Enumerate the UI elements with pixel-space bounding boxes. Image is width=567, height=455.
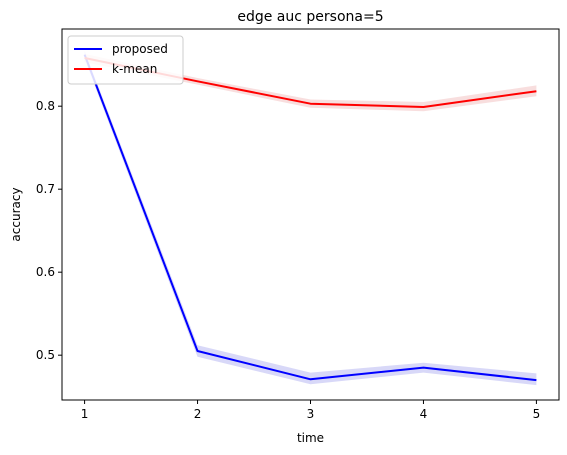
x-tick-label: 3	[307, 407, 315, 421]
legend-label-proposed: proposed	[112, 42, 168, 56]
x-axis-ticks: 1 2 3 4 5	[81, 400, 540, 421]
y-axis-ticks: 0.5 0.6 0.7 0.8	[36, 99, 62, 362]
confidence-bands	[84, 50, 537, 386]
plot-frame	[61, 28, 560, 401]
x-tick-label: 1	[81, 407, 89, 421]
y-tick-label: 0.7	[36, 182, 55, 196]
x-axis-label: time	[297, 431, 324, 445]
y-tick-label: 0.8	[36, 99, 55, 113]
y-axis-label: accuracy	[9, 187, 23, 241]
y-tick-label: 0.6	[36, 265, 55, 279]
legend-label-k-mean: k-mean	[112, 62, 157, 76]
x-tick-label: 5	[533, 407, 541, 421]
x-tick-label: 2	[194, 407, 202, 421]
legend: proposed k-mean	[67, 35, 184, 85]
band-k-mean	[84, 53, 537, 112]
chart-title: edge auc persona=5	[237, 9, 383, 25]
x-tick-label: 4	[420, 407, 428, 421]
y-tick-label: 0.5	[36, 348, 55, 362]
